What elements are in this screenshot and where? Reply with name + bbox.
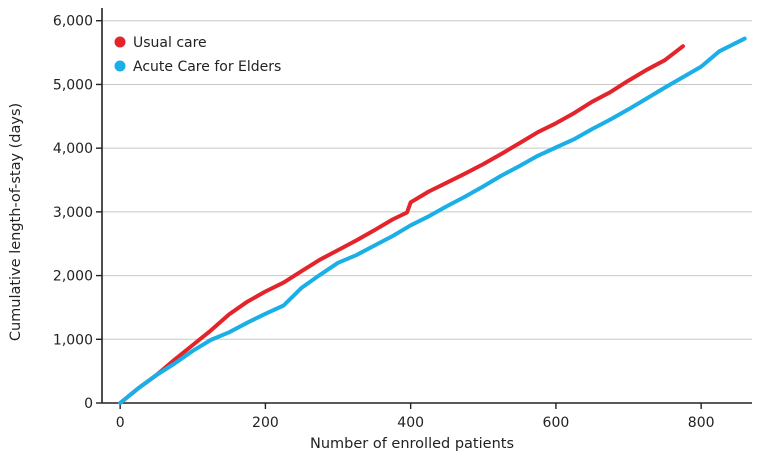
x-tick-label-2: 400 (397, 415, 424, 431)
legend-marker-1 (114, 60, 126, 72)
axes (96, 8, 752, 409)
series-lines (118, 36, 747, 405)
x-tick-label-1: 200 (252, 415, 279, 431)
y-tick-label-4: 4,000 (53, 141, 93, 157)
y-tick-label-2: 2,000 (53, 269, 93, 285)
y-tick-label-0: 0 (84, 396, 93, 412)
tick-labels: 0 1,000 2,000 3,000 4,000 5,000 6,000 0 200 400 60… (53, 14, 715, 431)
y-tick-label-1: 1,000 (53, 332, 93, 348)
legend-label-1: Acute Care for Elders (133, 59, 281, 75)
x-tick-label-3: 600 (543, 415, 570, 431)
x-tick-label-0: 0 (116, 415, 125, 431)
series-line-usual-care (118, 44, 685, 405)
y-axis-title: Cumulative length-of-stay (days) (8, 103, 24, 341)
y-tick-label-3: 3,000 (53, 205, 93, 221)
series-line-acute-care-for-elders (118, 36, 747, 405)
legend-marker-0 (114, 36, 126, 48)
gridlines (102, 20, 752, 340)
y-tick-label-6: 6,000 (53, 14, 93, 30)
legend: Usual care Acute Care for Elders (114, 35, 281, 75)
legend-label-0: Usual care (133, 35, 207, 51)
x-tick-label-4: 800 (688, 415, 715, 431)
x-axis-title: Number of enrolled patients (310, 436, 514, 452)
y-tick-label-5: 5,000 (53, 77, 93, 93)
